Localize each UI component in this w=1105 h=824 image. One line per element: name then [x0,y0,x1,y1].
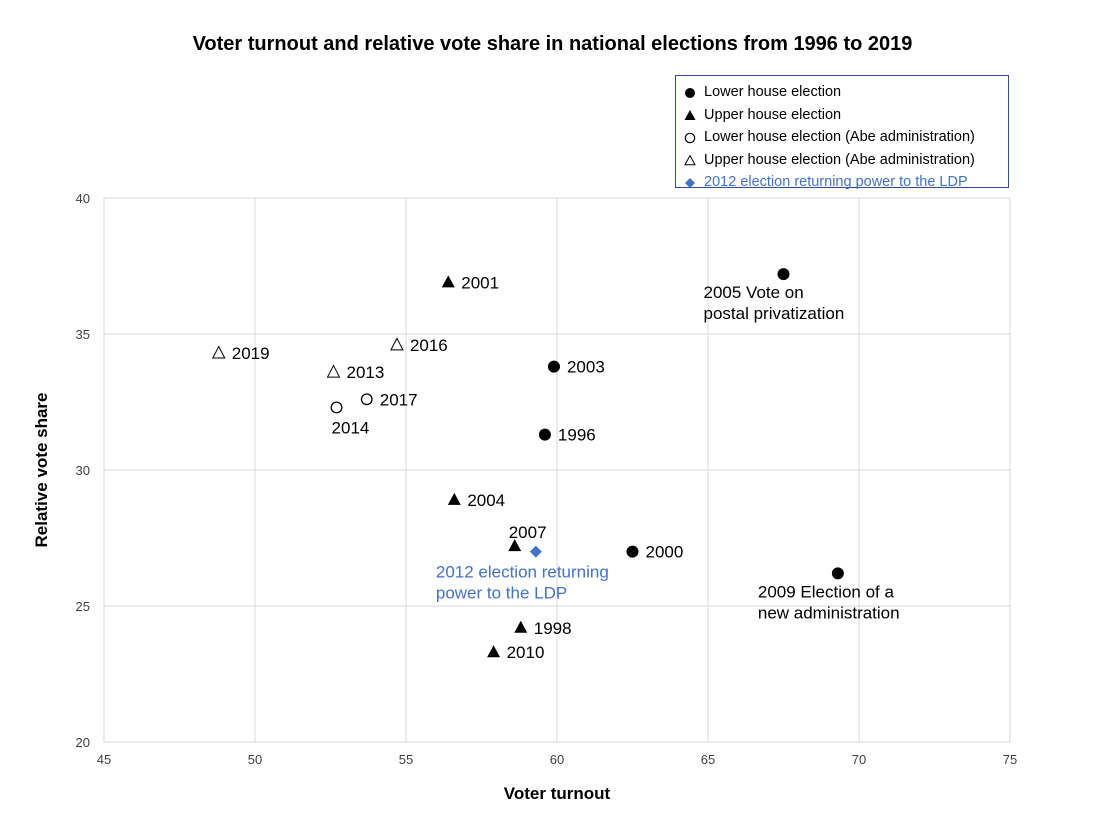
point-label: 2003 [567,358,605,377]
point-lower-house [538,428,551,441]
point-label-line: 2005 Vote on [704,283,804,302]
point-label: 2012 election returning power to the LDP [436,563,609,603]
point-label: 2007 [509,523,547,542]
point-lower-house [626,545,639,558]
open-circle-icon [684,126,700,149]
x-axis-label: Voter turnout [503,784,611,803]
point-label-line: 2019 [232,344,270,363]
legend-label: Upper house election (Abe administration… [704,151,975,168]
x-tick-label: 45 [97,752,111,767]
point-label: 2000 [646,543,684,562]
y-tick-label: 30 [76,463,90,478]
point-label-line: 1998 [534,619,572,638]
point-label: 2016 [410,336,448,355]
legend-item-2012-election: 2012 election returning power to the LDP [684,171,1008,194]
legend-label: Upper house election [704,106,842,123]
legend-item-upper-house: Upper house election [684,104,1008,127]
point-upper-house [487,645,501,658]
point-upper-house [514,620,528,633]
filled-triangle-icon [684,104,700,127]
x-tick-label: 65 [701,752,715,767]
point-label-line: new administration [758,603,900,622]
point-upper-house-abe [211,345,226,359]
y-tick-label: 20 [76,735,90,750]
point-label: 2010 [507,643,545,662]
point-label-line: 2003 [567,358,605,377]
point-label: 1998 [534,619,572,638]
chart-title: Voter turnout and relative vote share in… [192,33,913,55]
point-label: 2014 [332,418,370,437]
point-upper-house [441,275,455,288]
point-label-line: 2017 [380,390,418,409]
legend-label: Lower house election (Abe administration… [704,129,975,145]
legend-item-lower-house-abe: Lower house election (Abe administration… [684,126,1008,149]
legend-label: 2012 election returning power to the LDP [704,174,968,190]
point-label-line: 2016 [410,336,448,355]
point-label-line: 1996 [558,426,596,445]
y-tick-label: 40 [76,191,90,206]
point-label-line: 2009 Election of a [758,582,895,601]
point-label: 2013 [347,363,385,382]
y-tick-label: 35 [76,327,90,342]
x-tick-label: 75 [1003,752,1017,767]
point-label-line: 2004 [467,491,505,510]
diamond-icon [684,171,700,194]
point-label-line: power to the LDP [436,584,567,603]
point-label-line: 2013 [347,363,385,382]
x-tick-label: 50 [248,752,262,767]
point-label: 2005 Vote on postal privatization [704,283,845,323]
legend-label: Lower house election [704,84,842,100]
point-label-line: 2007 [509,523,547,542]
legend-item-lower-house: Lower house election [684,81,1008,104]
point-2012-election [529,545,542,558]
point-upper-house [447,492,461,505]
x-tick-label: 55 [399,752,413,767]
y-tick-label: 25 [76,599,90,614]
point-upper-house [508,539,522,552]
legend-item-upper-house-abe: Upper house election (Abe administration… [684,149,1008,172]
point-lower-house [831,567,844,580]
point-upper-house-abe [326,364,341,378]
point-label: 2009 Election of a new administration [758,582,900,622]
point-label: 1996 [558,426,596,445]
point-label: 2019 [232,344,270,363]
point-label: 2004 [467,491,505,510]
point-label: 2017 [380,390,418,409]
open-triangle-icon [684,149,700,172]
legend: Lower house election Upper house electio… [675,75,1009,190]
point-lower-house-abe [330,401,343,414]
x-tick-label: 60 [550,752,564,767]
point-label-line: 2001 [461,273,499,292]
point-lower-house [547,360,560,373]
point-label-line: 2000 [646,543,684,562]
x-tick-label: 70 [852,752,866,767]
filled-circle-icon [684,81,700,104]
point-upper-house-abe [390,337,404,351]
point-lower-house [777,268,790,281]
point-lower-house-abe [360,393,373,406]
point-label: 2001 [461,273,499,292]
point-label-line: 2010 [507,643,545,662]
point-label-line: postal privatization [704,304,845,323]
point-label-line: 2012 election returning [436,563,609,582]
point-label-line: 2014 [332,418,370,437]
